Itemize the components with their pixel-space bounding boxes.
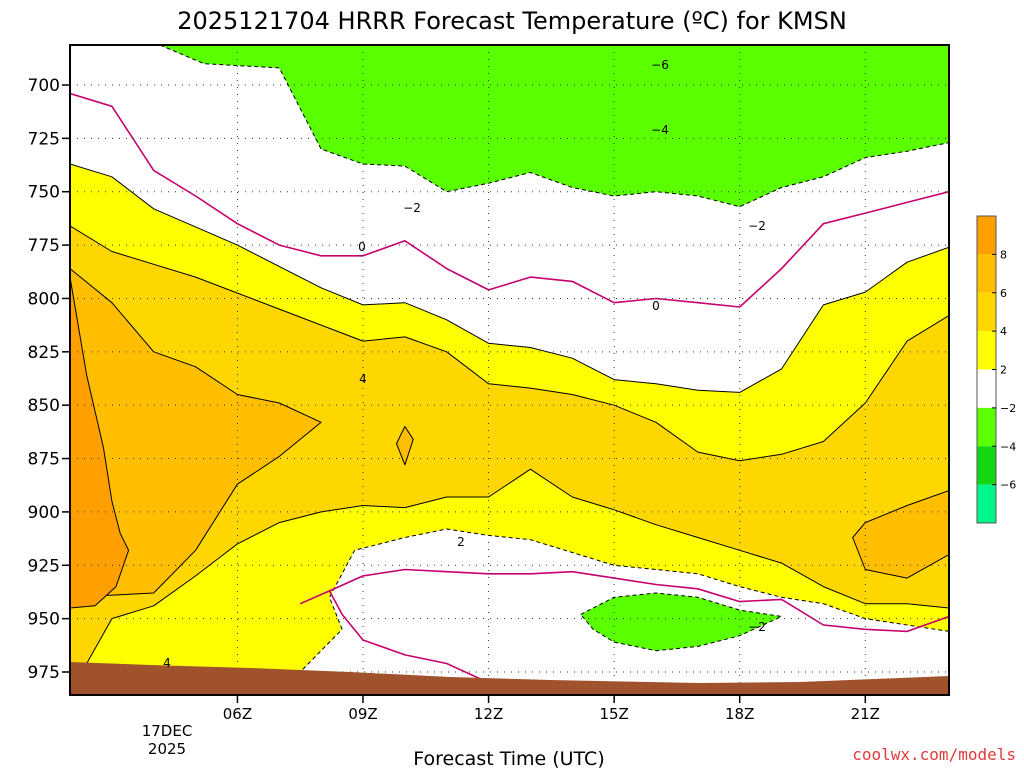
y-tick-label: 975	[28, 663, 60, 683]
colorbar-swatch	[977, 446, 996, 485]
y-tick-label: 925	[28, 556, 60, 576]
isotherm-zero-line	[70, 92, 949, 308]
contour-fill-region	[852, 490, 949, 579]
y-axis: 700 725 750 775 800 825 850 875 900 925 950 975	[28, 76, 70, 683]
colorbar-tick-label: 6	[1000, 287, 1007, 300]
x-tick-label: 06Z	[223, 705, 252, 723]
chart-title: 2025121704 HRRR Forecast Temperature (ºC…	[177, 7, 847, 35]
contour-label: 2	[457, 535, 465, 549]
colorbar-tick-label: −2	[1000, 402, 1016, 415]
contour-label: 0	[652, 299, 660, 313]
colorbar-swatch	[977, 331, 996, 370]
filled-contours	[70, 45, 949, 695]
plot-frame	[69, 44, 950, 696]
contour-fill-region	[396, 426, 414, 466]
x-tick-label: 18Z	[725, 705, 754, 723]
ground-terrain	[70, 662, 949, 695]
y-tick-label: 800	[28, 289, 60, 309]
contour-fill-region	[70, 276, 130, 609]
x-tick-label: 21Z	[851, 705, 880, 723]
isotherm-zero-line	[328, 590, 489, 684]
colorbar-tick-label: 4	[1000, 325, 1007, 338]
contour-label: −6	[651, 58, 669, 72]
contour-label: −4	[651, 123, 669, 137]
y-tick-label: 850	[28, 396, 60, 416]
contour-label: −2	[748, 620, 766, 634]
credit-link[interactable]: coolwx.com/models	[852, 745, 1016, 764]
contour-label: −2	[403, 201, 421, 215]
colorbar-swatch	[977, 484, 996, 523]
colorbar-tick-label: 8	[1000, 248, 1007, 261]
y-tick-label: 950	[28, 610, 60, 630]
colorbar-swatch	[977, 292, 996, 332]
colorbar: 8 6 4 2 −2 −4 −6	[976, 215, 1016, 524]
colorbar-tick-label: 2	[1000, 364, 1007, 377]
y-tick-label: 700	[28, 76, 60, 96]
contour-label: 0	[358, 240, 366, 254]
colorbar-tick-label: −6	[1000, 479, 1016, 492]
colorbar-swatch	[977, 254, 996, 293]
colorbar-swatch	[977, 369, 996, 408]
y-tick-label: 825	[28, 343, 60, 363]
date-label-day: 17DEC	[142, 722, 193, 740]
y-tick-label: 900	[28, 503, 60, 523]
contour-fill-region	[580, 592, 783, 652]
contour-label: 4	[163, 656, 171, 670]
x-axis: 06Z 09Z 12Z 15Z 18Z 21Z	[223, 695, 880, 723]
x-axis-label: Forecast Time (UTC)	[413, 748, 604, 768]
y-tick-label: 875	[28, 450, 60, 470]
date-label-year: 2025	[148, 740, 186, 758]
colorbar-tick-label: −4	[1000, 440, 1016, 453]
x-tick-label: 15Z	[599, 705, 628, 723]
x-tick-label: 09Z	[348, 705, 377, 723]
colorbar-swatch	[977, 216, 996, 255]
contour-labels: −6 −4 −2 −2 0 0 4 2 4 −2	[163, 58, 766, 670]
y-tick-label: 725	[28, 129, 60, 149]
isotherm-zero-line	[299, 568, 949, 633]
colorbar-swatch	[977, 407, 996, 447]
y-tick-label: 775	[28, 236, 60, 256]
y-tick-label: 750	[28, 183, 60, 203]
contour-label: 4	[359, 372, 367, 386]
contour-label: −2	[748, 219, 766, 233]
x-tick-label: 12Z	[474, 705, 503, 723]
contour-fill-region	[70, 268, 322, 598]
